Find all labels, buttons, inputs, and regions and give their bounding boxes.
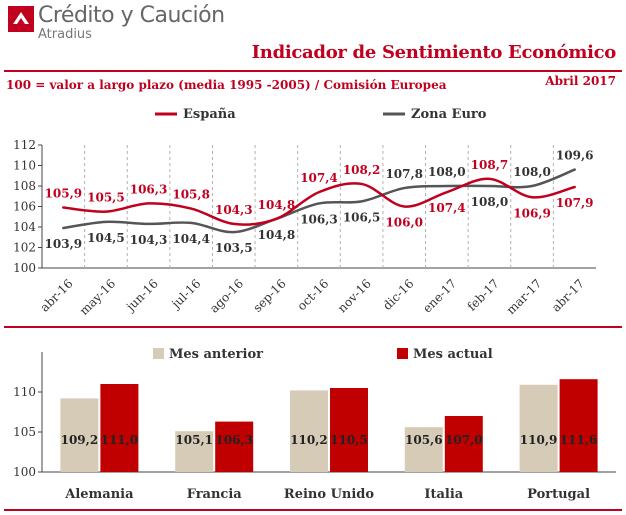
y-tick-label: 104	[13, 220, 36, 234]
y-tick-label: 110	[13, 159, 36, 173]
data-label-espana: 105,8	[172, 188, 210, 202]
bar-mes-anterior	[175, 431, 214, 472]
data-label-espana: 106,3	[130, 182, 168, 196]
x-tick-label: Alemania	[64, 487, 134, 502]
bar-mes-actual	[100, 384, 139, 472]
bar-mes-anterior	[519, 384, 558, 472]
data-label-zona-euro: 103,5	[215, 241, 253, 255]
data-label-zona-euro: 104,3	[130, 233, 168, 247]
data-label-zona-euro: 109,6	[556, 149, 594, 163]
data-label-mes-actual: 106,3	[215, 433, 253, 447]
bar-mes-anterior	[60, 398, 99, 472]
data-label-zona-euro: 104,4	[172, 232, 210, 246]
data-label-espana: 107,9	[556, 196, 594, 210]
x-tick-label: Portugal	[527, 487, 590, 502]
data-label-espana: 104,8	[258, 198, 296, 212]
data-label-espana: 106,0	[385, 216, 423, 230]
bar-mes-actual	[215, 421, 254, 472]
brand-logo-icon	[8, 6, 34, 32]
legend-label: Mes actual	[413, 347, 493, 362]
data-label-espana: 108,2	[343, 163, 381, 177]
data-label-mes-anterior: 110,9	[520, 433, 558, 447]
data-label-zona-euro: 108,0	[471, 195, 509, 209]
y-tick-label: 110	[13, 385, 36, 399]
x-tick-label: Italia	[424, 487, 463, 502]
series-line	[62, 168, 576, 234]
legend-label: Zona Euro	[411, 107, 487, 122]
data-label-zona-euro: 108,0	[513, 165, 551, 179]
y-tick-label: 105	[13, 425, 36, 439]
y-tick-label: 102	[13, 241, 36, 255]
y-tick-label: 106	[13, 200, 36, 214]
x-tick-label: Reino Unido	[284, 487, 374, 502]
data-label-espana: 105,9	[45, 187, 83, 201]
title-rule	[4, 70, 622, 72]
brand-subname: Atradius	[38, 27, 92, 42]
data-label-mes-anterior: 105,6	[405, 433, 443, 447]
series-line	[62, 177, 576, 226]
data-label-espana: 105,5	[87, 191, 125, 205]
data-label-zona-euro: 103,9	[45, 237, 83, 251]
legend-swatch	[397, 348, 408, 359]
data-label-zona-euro: 108,0	[428, 165, 466, 179]
bar-mes-actual	[559, 379, 598, 472]
legend-label: Mes anterior	[169, 347, 263, 362]
data-label-zona-euro: 106,3	[300, 212, 338, 226]
data-label-mes-actual: 107,0	[445, 433, 483, 447]
bar-mes-actual	[444, 416, 483, 472]
data-label-mes-actual: 111,0	[101, 433, 139, 447]
x-tick-label: Francia	[187, 487, 243, 502]
data-label-espana: 104,3	[215, 203, 253, 217]
data-label-zona-euro: 104,8	[258, 228, 296, 242]
legend-swatch	[153, 348, 164, 359]
brand-name: Crédito y Caución	[38, 3, 225, 28]
bar-mes-anterior	[290, 390, 328, 472]
data-label-zona-euro: 107,8	[385, 167, 423, 181]
section-rule	[4, 326, 622, 328]
chart-subtitle: 100 = valor a largo plazo (media 1995 -2…	[6, 78, 447, 92]
data-label-espana: 108,7	[471, 158, 509, 172]
page-title: Indicador de Sentimiento Económico	[251, 42, 617, 63]
y-tick-label: 100	[13, 465, 36, 479]
data-label-mes-actual: 110,5	[330, 433, 368, 447]
data-label-espana: 107,4	[300, 171, 338, 185]
data-label-mes-anterior: 105,1	[175, 433, 213, 447]
data-label-zona-euro: 106,5	[343, 210, 381, 224]
data-label-mes-actual: 111,6	[560, 433, 598, 447]
y-tick-label: 100	[13, 261, 36, 275]
y-tick-label: 108	[13, 179, 36, 193]
report-date: Abril 2017	[545, 74, 616, 88]
data-label-mes-anterior: 110,2	[290, 433, 328, 447]
data-label-espana: 106,9	[513, 206, 551, 220]
bar-mes-anterior	[404, 427, 443, 472]
legend-label: España	[183, 107, 236, 122]
bar-mes-actual	[330, 388, 368, 472]
data-label-zona-euro: 104,5	[87, 231, 125, 245]
data-label-espana: 107,4	[428, 201, 466, 215]
y-tick-label: 112	[13, 138, 36, 152]
data-label-mes-anterior: 109,2	[61, 433, 99, 447]
